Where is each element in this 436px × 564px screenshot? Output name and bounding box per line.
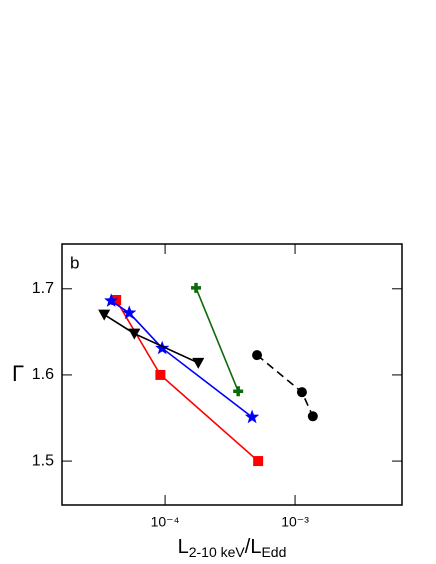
marker	[104, 293, 119, 307]
series-line	[195, 287, 239, 392]
y-tick-label: 1.6	[32, 366, 54, 383]
panel-label: b	[70, 253, 79, 272]
series-line	[256, 354, 314, 417]
y-tick-label: 1.5	[32, 452, 54, 469]
marker	[128, 328, 141, 340]
marker	[122, 305, 137, 319]
x-tick-label: 10⁻³	[281, 514, 309, 530]
x-label-sep: /L	[245, 536, 262, 558]
marker	[252, 350, 263, 361]
marker	[98, 309, 111, 321]
y-axis-label: Γ	[12, 361, 24, 386]
marker	[307, 411, 318, 422]
marker	[192, 357, 205, 369]
x-axis-label: L2-10 keV/LEdd	[178, 536, 287, 559]
marker	[244, 409, 260, 424]
marker	[155, 369, 166, 380]
marker	[296, 387, 307, 398]
series-line	[103, 313, 199, 364]
x-label-sub: Edd	[261, 544, 286, 560]
y-tick-label: 1.7	[32, 280, 54, 297]
marker	[191, 282, 202, 293]
x-label-main: L	[178, 536, 189, 558]
x-label-sub: 2-10 keV	[189, 544, 246, 560]
series-line	[110, 300, 253, 418]
marker	[233, 386, 244, 397]
marker	[253, 456, 264, 467]
x-tick-label: 10⁻⁴	[151, 514, 180, 530]
series-line	[115, 299, 259, 462]
marker	[155, 340, 170, 355]
